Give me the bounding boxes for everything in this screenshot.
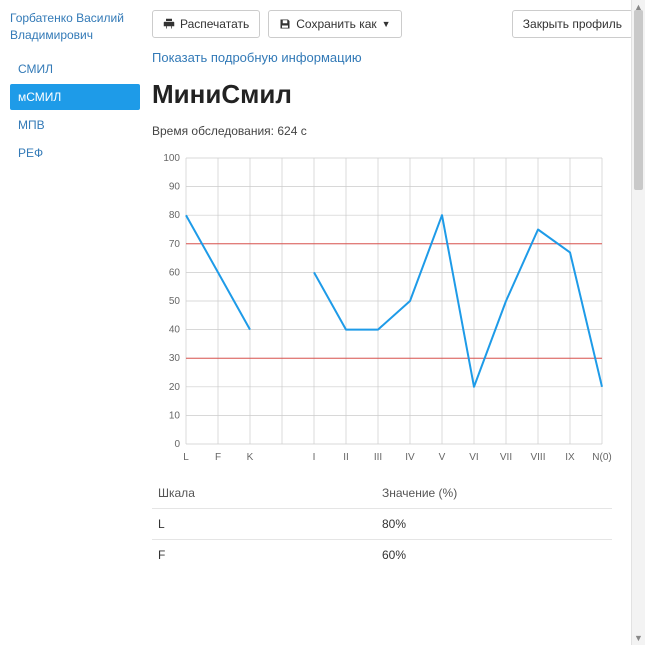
scroll-thumb[interactable] xyxy=(634,10,643,190)
results-table: ШкалаЗначение (%)L80%F60% xyxy=(152,478,612,570)
print-icon xyxy=(163,18,175,30)
svg-text:90: 90 xyxy=(169,182,181,193)
chart: 0102030405060708090100LFKIIIIIIIVVVIVIIV… xyxy=(152,150,612,470)
close-button-label: Закрыть профиль xyxy=(523,17,622,31)
table-cell: 80% xyxy=(382,517,606,531)
svg-text:II: II xyxy=(343,452,349,463)
svg-text:L: L xyxy=(183,452,189,463)
svg-text:I: I xyxy=(313,452,316,463)
table-row: L80% xyxy=(152,508,612,539)
svg-text:80: 80 xyxy=(169,210,181,221)
save-icon xyxy=(279,18,291,30)
table-header: ШкалаЗначение (%) xyxy=(152,478,612,508)
patient-name-link[interactable]: Горбатенко Василий Владимирович xyxy=(10,10,140,44)
svg-text:F: F xyxy=(215,452,221,463)
svg-text:III: III xyxy=(374,452,382,463)
svg-text:K: K xyxy=(247,452,254,463)
table-cell: F xyxy=(158,548,382,562)
svg-text:50: 50 xyxy=(169,296,181,307)
save-as-button[interactable]: Сохранить как ▼ xyxy=(268,10,401,38)
svg-text:30: 30 xyxy=(169,353,181,364)
toolbar: Распечатать Сохранить как ▼ Закрыть проф… xyxy=(152,10,633,38)
save-button-label: Сохранить как xyxy=(296,17,376,31)
svg-text:VII: VII xyxy=(500,452,512,463)
table-cell: 60% xyxy=(382,548,606,562)
sidebar: Горбатенко Василий Владимирович СМИЛмСМИ… xyxy=(0,0,140,645)
svg-text:100: 100 xyxy=(163,153,180,164)
main-content: Распечатать Сохранить как ▼ Закрыть проф… xyxy=(140,0,645,645)
svg-text:IV: IV xyxy=(405,452,415,463)
page-title: МиниСмил xyxy=(152,79,633,110)
close-profile-button[interactable]: Закрыть профиль xyxy=(512,10,633,38)
svg-text:60: 60 xyxy=(169,267,181,278)
svg-text:VIII: VIII xyxy=(530,452,545,463)
duration-text: Время обследования: 624 с xyxy=(152,124,633,138)
scroll-down-arrow[interactable]: ▼ xyxy=(632,631,645,645)
table-row: F60% xyxy=(152,539,612,570)
sidebar-item-2[interactable]: МПВ xyxy=(10,112,140,138)
caret-down-icon: ▼ xyxy=(382,19,391,29)
table-header-cell: Шкала xyxy=(158,486,382,500)
chart-svg: 0102030405060708090100LFKIIIIIIIVVVIVIIV… xyxy=(152,150,612,470)
sidebar-item-0[interactable]: СМИЛ xyxy=(10,56,140,82)
svg-text:40: 40 xyxy=(169,325,181,336)
svg-text:V: V xyxy=(439,452,446,463)
table-header-cell: Значение (%) xyxy=(382,486,606,500)
sidebar-item-1[interactable]: мСМИЛ xyxy=(10,84,140,110)
svg-text:10: 10 xyxy=(169,410,181,421)
svg-text:20: 20 xyxy=(169,382,181,393)
svg-text:VI: VI xyxy=(469,452,478,463)
svg-text:N(0): N(0) xyxy=(592,452,611,463)
print-button[interactable]: Распечатать xyxy=(152,10,260,38)
print-button-label: Распечатать xyxy=(180,17,249,31)
table-cell: L xyxy=(158,517,382,531)
sidebar-item-3[interactable]: РЕФ xyxy=(10,140,140,166)
show-details-link[interactable]: Показать подробную информацию xyxy=(152,50,362,65)
app-container: Горбатенко Василий Владимирович СМИЛмСМИ… xyxy=(0,0,645,645)
svg-text:70: 70 xyxy=(169,239,181,250)
vertical-scrollbar[interactable]: ▲ ▼ xyxy=(631,0,645,645)
svg-text:IX: IX xyxy=(565,452,575,463)
svg-text:0: 0 xyxy=(174,439,180,450)
